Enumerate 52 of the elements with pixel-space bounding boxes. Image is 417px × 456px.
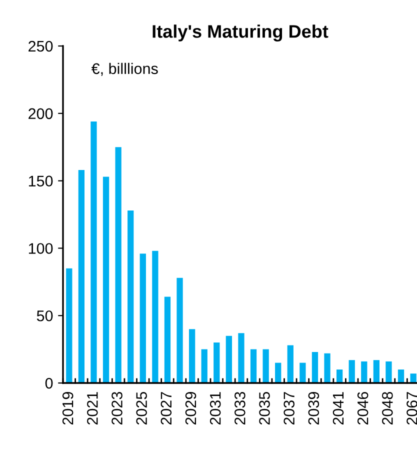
bar <box>386 361 392 383</box>
bar <box>115 147 122 383</box>
x-tick-label: 2033 <box>234 392 246 425</box>
x-tick-label: 2027 <box>160 392 172 425</box>
x-tick-label: 2041 <box>332 392 344 425</box>
bar <box>324 353 330 383</box>
bar <box>262 349 269 383</box>
bar <box>312 352 318 383</box>
bar <box>90 121 97 383</box>
bar <box>238 333 244 383</box>
bar <box>214 342 220 383</box>
bar <box>164 296 171 383</box>
bar <box>152 250 158 383</box>
x-tick-label: 2035 <box>259 392 270 425</box>
x-tick-label: 2021 <box>87 392 98 425</box>
bar <box>66 268 72 383</box>
bar <box>275 362 282 383</box>
y-tick-label: 250 <box>28 40 53 52</box>
x-tick-label: 2037 <box>284 392 294 425</box>
bar <box>201 349 208 383</box>
bar <box>348 360 355 383</box>
bar <box>128 210 134 383</box>
bar <box>398 370 404 383</box>
bar <box>102 176 110 383</box>
bar <box>140 254 146 383</box>
bar <box>250 349 257 383</box>
bar <box>188 329 196 383</box>
bar <box>361 361 368 383</box>
bar <box>176 278 183 383</box>
x-tick-label: 2029 <box>185 392 196 425</box>
y-tick-label: 200 <box>28 108 53 120</box>
bar <box>287 345 294 383</box>
x-tick-label: 2039 <box>308 392 320 425</box>
bar <box>78 170 85 383</box>
y-tick-label: 150 <box>28 176 53 186</box>
x-tick-label: 2023 <box>112 392 122 425</box>
annotation: €, billlions <box>91 62 158 76</box>
bar <box>373 360 380 383</box>
x-tick-label: 2025 <box>136 392 147 425</box>
x-tick-label: 2067 <box>406 392 417 425</box>
chart-title: Italy's Maturing Debt <box>152 24 328 42</box>
y-tick-label: 100 <box>28 243 53 254</box>
x-tick-label: 2019 <box>62 392 74 425</box>
x-tick-label: 2048 <box>382 392 393 425</box>
bar <box>336 370 343 383</box>
x-tick-label: 2046 <box>357 392 368 425</box>
bar <box>410 374 416 383</box>
bar <box>226 336 232 383</box>
x-tick-label: 2031 <box>210 392 221 425</box>
y-tick-label: 0 <box>45 378 53 389</box>
y-tick-label: 50 <box>36 310 53 322</box>
bar <box>300 362 306 383</box>
